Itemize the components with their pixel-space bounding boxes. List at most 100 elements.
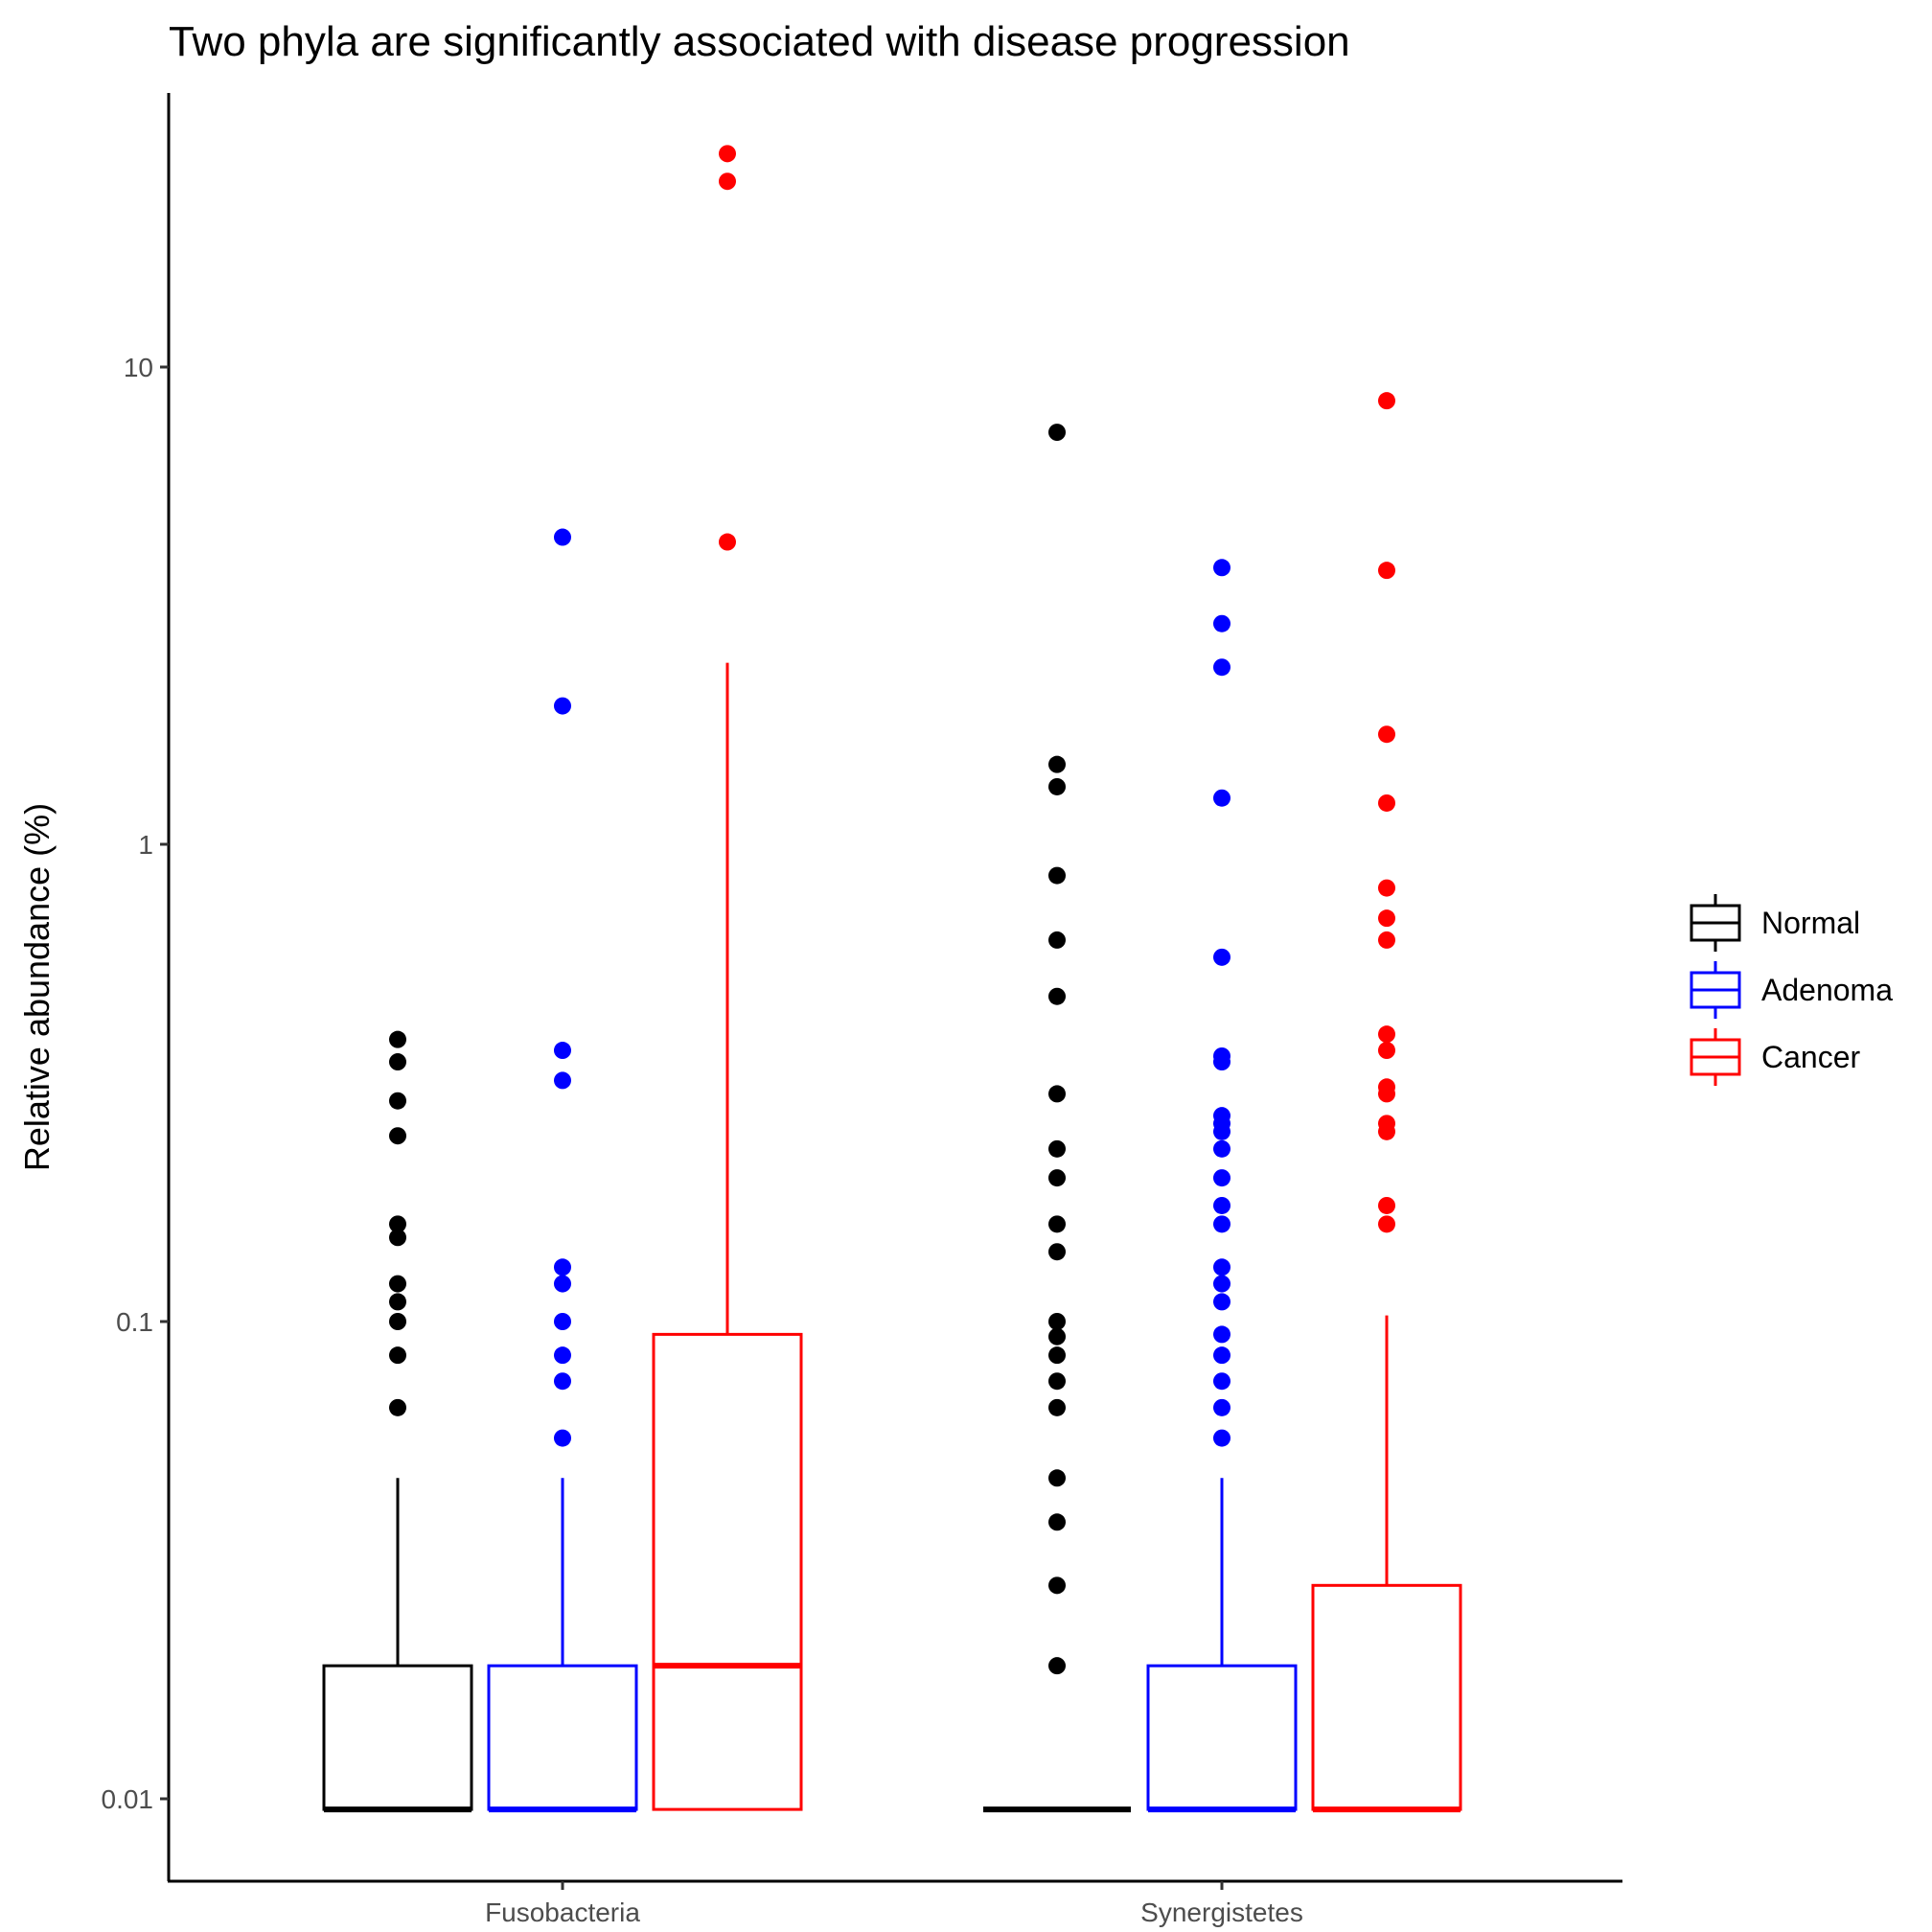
outlier-point	[389, 1053, 406, 1071]
outlier-point	[389, 1127, 406, 1145]
outlier-point	[1048, 755, 1066, 773]
outlier-point	[1213, 1429, 1230, 1447]
outlier-point	[554, 1313, 571, 1330]
outlier-point	[389, 1346, 406, 1365]
legend-label-cancer: Cancer	[1761, 1040, 1861, 1074]
plot-area	[322, 145, 1462, 1813]
y-axis-ticks: 0.01 0.1 1 10	[102, 353, 169, 1814]
outlier-point	[1048, 1372, 1066, 1391]
outlier-point	[1213, 1275, 1230, 1293]
outlier-point	[1048, 866, 1066, 885]
legend-key-adenoma	[1690, 961, 1741, 1019]
box-adenoma-fusobacteria	[487, 1478, 638, 1813]
outlier-point	[1213, 1398, 1230, 1416]
box-cancer-fusobacteria	[652, 662, 803, 1811]
chart-title: Two phyla are significantly associated w…	[169, 18, 1350, 65]
outlier-point	[719, 172, 736, 191]
outlier-point	[1213, 1215, 1230, 1233]
outlier-point	[1378, 879, 1395, 897]
outlier-point	[1378, 1122, 1395, 1140]
outlier-point	[1378, 931, 1395, 949]
y-tick-label: 0.01	[102, 1784, 154, 1814]
outlier-point	[1048, 1513, 1066, 1531]
outlier-point	[1048, 987, 1066, 1005]
outlier-point	[554, 1071, 571, 1090]
outlier-point	[554, 1372, 571, 1391]
y-axis-title: Relative abundance (%)	[17, 803, 57, 1171]
outlier-point	[554, 1275, 571, 1293]
outlier-point	[1378, 1196, 1395, 1214]
outlier-point	[1048, 1313, 1066, 1330]
legend-label-adenoma: Adenoma	[1761, 973, 1893, 1007]
outlier-point	[1378, 392, 1395, 410]
box-body	[652, 1332, 803, 1811]
outlier-point	[554, 528, 571, 546]
outlier-point	[1048, 1243, 1066, 1261]
outlier-point	[389, 1275, 406, 1293]
outlier-point	[1378, 909, 1395, 928]
outlier-point	[389, 1398, 406, 1416]
outlier-point	[1048, 777, 1066, 795]
outlier-point	[1378, 1042, 1395, 1060]
outlier-point	[554, 1429, 571, 1447]
outlier-point	[389, 1313, 406, 1330]
outlier-point	[1213, 1139, 1230, 1158]
outlier-point	[1213, 789, 1230, 807]
box-normal-fusobacteria	[322, 1478, 473, 1813]
outlier-point	[389, 1030, 406, 1048]
y-tick-label: 10	[124, 353, 153, 382]
legend-key-cancer	[1690, 1028, 1741, 1086]
outlier-point	[1213, 1053, 1230, 1071]
box-body	[1146, 1664, 1298, 1811]
outlier-point	[1378, 794, 1395, 812]
x-axis-ticks: Fusobacteria Synergistetes	[485, 1881, 1303, 1927]
box-groups	[322, 662, 1462, 1813]
legend-key-normal	[1690, 894, 1741, 952]
outlier-point	[719, 145, 736, 163]
box-cancer-synergistetes	[1311, 1315, 1462, 1813]
outlier-point	[1048, 1657, 1066, 1675]
outlier-point	[1213, 1346, 1230, 1365]
outlier-point	[1213, 1325, 1230, 1344]
outlier-point	[1048, 931, 1066, 949]
outlier-point	[1048, 1327, 1066, 1346]
y-tick-label: 0.1	[116, 1307, 153, 1337]
legend-label-normal: Normal	[1761, 906, 1860, 940]
outlier-point	[389, 1229, 406, 1247]
box-body	[322, 1664, 473, 1811]
outlier-point	[1048, 424, 1066, 442]
outlier-point	[1213, 1169, 1230, 1187]
outlier-point	[554, 1346, 571, 1365]
outlier-point	[1048, 1469, 1066, 1487]
outlier-point	[1213, 1122, 1230, 1140]
x-tick-label: Fusobacteria	[485, 1898, 640, 1927]
y-tick-label: 1	[138, 830, 153, 860]
outlier-point	[1048, 1576, 1066, 1595]
outlier-point	[1378, 1215, 1395, 1233]
outlier-point	[1213, 1293, 1230, 1311]
outlier-point	[1213, 1372, 1230, 1391]
outlier-point	[554, 697, 571, 715]
outlier-points	[389, 145, 1395, 1675]
outlier-point	[1213, 614, 1230, 632]
outlier-point	[389, 1092, 406, 1110]
outlier-point	[1378, 562, 1395, 580]
outlier-point	[1048, 1085, 1066, 1103]
outlier-point	[1213, 658, 1230, 677]
box-adenoma-synergistetes	[1146, 1478, 1298, 1813]
outlier-point	[554, 1258, 571, 1276]
outlier-point	[1213, 948, 1230, 966]
outlier-point	[1048, 1169, 1066, 1187]
legend: Normal Adenoma Cancer	[1690, 894, 1893, 1086]
outlier-point	[719, 533, 736, 551]
outlier-point	[1048, 1139, 1066, 1158]
outlier-point	[554, 1042, 571, 1060]
outlier-point	[1378, 1085, 1395, 1103]
outlier-point	[389, 1215, 406, 1233]
outlier-point	[1048, 1346, 1066, 1365]
box-body	[1311, 1583, 1462, 1811]
outlier-point	[1048, 1215, 1066, 1233]
x-tick-label: Synergistetes	[1140, 1898, 1303, 1927]
box-body	[487, 1664, 638, 1811]
outlier-point	[1213, 1196, 1230, 1214]
